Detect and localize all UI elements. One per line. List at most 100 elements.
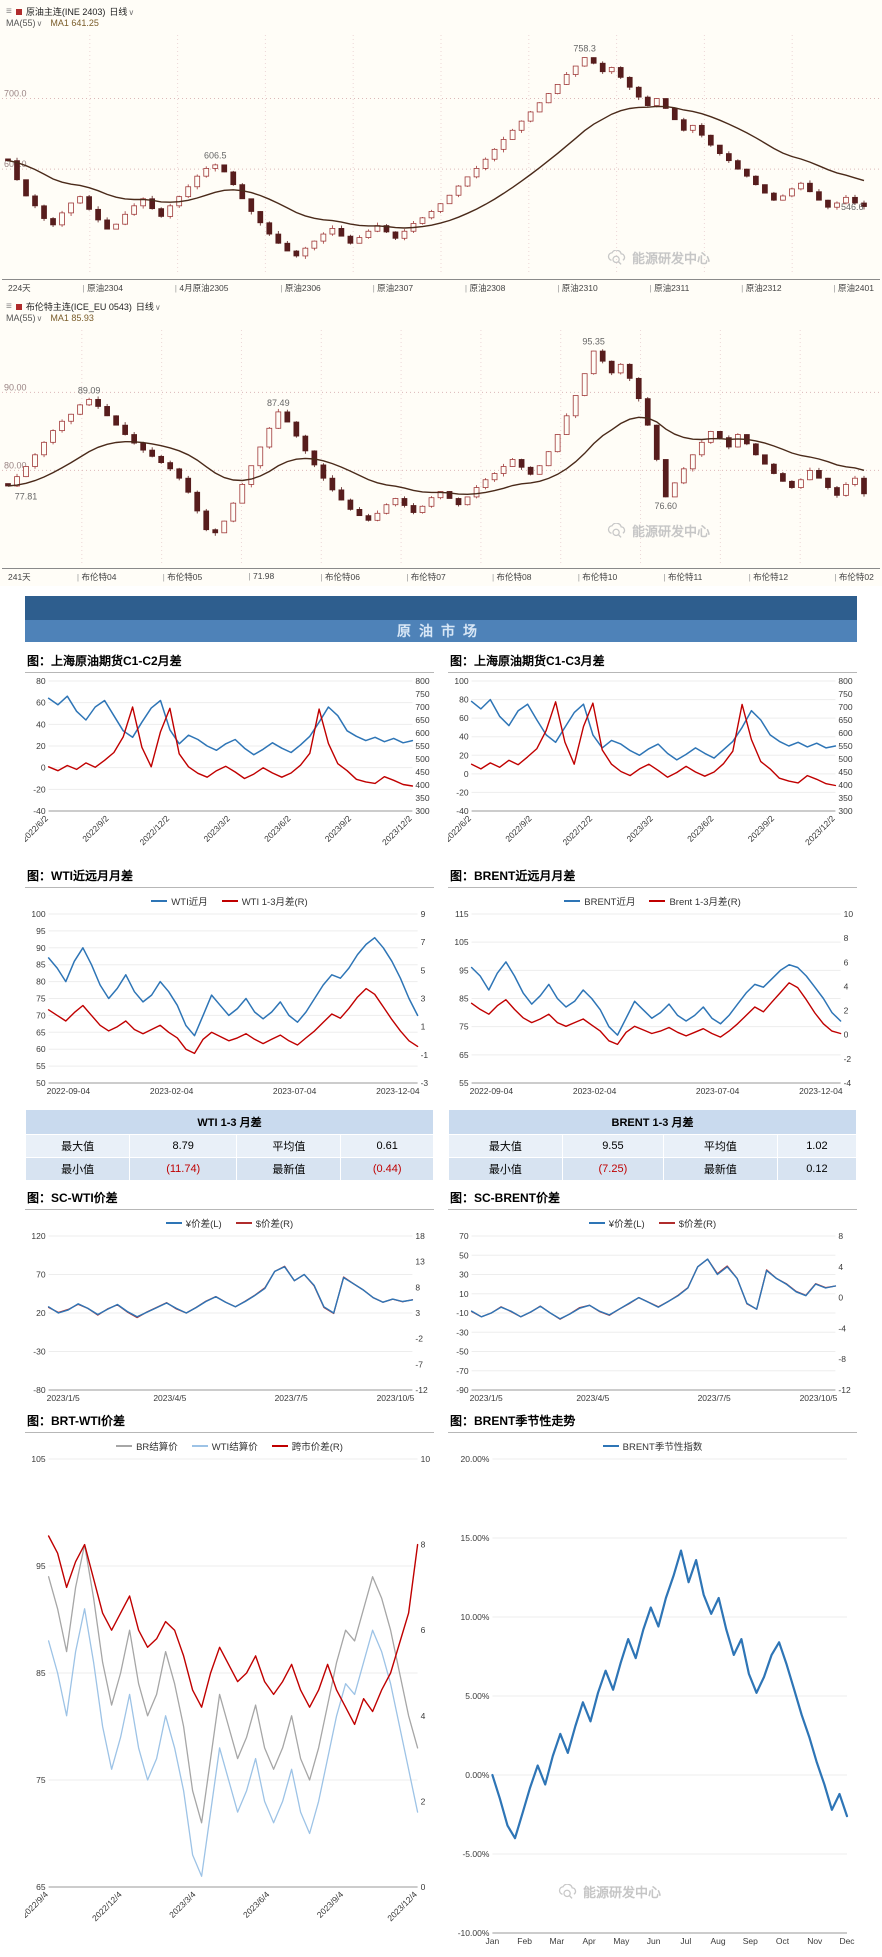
row-near-far-spread: 图：WTI近远月月差 WTI近月 WTI 1-3月差(R) 100 95 90 85 80 7… [25, 861, 857, 1099]
menu-icon[interactable]: ≡ [6, 6, 12, 17]
ma-dropdown[interactable]: MA(55)∨ [6, 18, 42, 28]
svg-text:2023/12/4: 2023/12/4 [385, 1889, 419, 1923]
legend-item: BRENT近月 [564, 894, 635, 908]
period-dropdown[interactable]: 日线∨ [136, 300, 161, 313]
svg-text:2023/6/4: 2023/6/4 [241, 1889, 272, 1920]
legend-item: Brent 1-3月差(R) [649, 894, 741, 908]
svg-text:2023/12/2: 2023/12/2 [803, 813, 837, 847]
svg-text:-80: -80 [33, 1385, 46, 1395]
price-annotation: 77.81 [15, 491, 38, 501]
chart-legend: BR结算价 WTI结算价 跨市价差(R) [25, 1436, 434, 1454]
legend-swatch [221, 900, 238, 902]
svg-text:40: 40 [36, 719, 46, 729]
chart-legend: WTI近月 WTI 1-3月差(R) [25, 891, 434, 909]
svg-text:-8: -8 [838, 1354, 846, 1364]
svg-text:0: 0 [421, 1882, 426, 1892]
candlestick-canvas-brent: 90.00 80.00 95.35 89.09 87.49 77.81 76.60 能源研发中… [2, 324, 880, 568]
price-annotation: 546.6 [841, 202, 864, 212]
period-dropdown[interactable]: 日线∨ [109, 5, 134, 18]
chart-legend: BRENT季节性指数 [448, 1436, 857, 1454]
svg-text:2023/10/5: 2023/10/5 [377, 1393, 415, 1403]
chart-cell-sc-brent: 图：SC-BRENT价差 ¥价差(L) $价差(R) 70 50 30 10 -10 -30 -… [448, 1183, 857, 1406]
ma-label: MA(55) [6, 313, 36, 323]
svg-text:2022/9/2: 2022/9/2 [80, 813, 111, 844]
svg-text:450: 450 [838, 767, 852, 777]
table-cell: 8.79 [129, 1134, 238, 1158]
chart-title: 图：SC-WTI价差 [25, 1183, 434, 1210]
svg-text:650: 650 [838, 715, 852, 725]
svg-text:2023/1/5: 2023/1/5 [47, 1393, 80, 1403]
table-cell: 最新值 [236, 1157, 342, 1181]
chevron-down-icon: ∨ [128, 8, 135, 17]
futures-terminal: ≡ 原油主连(INE 2403) 日线∨ MA(55)∨ MA1 641.25 … [0, 0, 882, 586]
svg-text:2022-09-04: 2022-09-04 [47, 1086, 91, 1096]
series-line [470, 701, 837, 787]
svg-text:2022/9/2: 2022/9/2 [503, 813, 534, 844]
svg-text:Jul: Jul [680, 1936, 691, 1946]
svg-text:2022/6/2: 2022/6/2 [448, 813, 473, 844]
ma-dropdown[interactable]: MA(55)∨ [6, 313, 42, 323]
legend-item: BR结算价 [116, 1439, 178, 1453]
menu-icon[interactable]: ≡ [6, 301, 12, 312]
chart-title: 图：BRT-WTI价差 [25, 1406, 434, 1433]
svg-text:90: 90 [36, 943, 46, 953]
svg-text:800: 800 [838, 676, 852, 686]
x-axis-contract-labels: 224天 原油2304 4月原油2305 原油2306 原油2307 原油2308 原油23… [2, 279, 880, 297]
svg-text:Oct: Oct [776, 1936, 790, 1946]
contract-axis-label: 布伦特08 [492, 571, 532, 583]
svg-text:Mar: Mar [550, 1936, 565, 1946]
table-title: BRENT 1-3 月差 [448, 1109, 857, 1135]
contract-axis-label: 布伦特11 [663, 571, 702, 583]
svg-text:-20: -20 [33, 784, 46, 794]
legend-swatch [151, 900, 168, 902]
legend-swatch [658, 1222, 675, 1224]
table-wti-1-3-spread: WTI 1-3 月差 最大值 8.79 平均值 0.61 最小值 (11.74) 最新值 (0.… [24, 1109, 434, 1181]
chart-cell-c1c2: 图：上海原油期货C1-C2月差 80 60 40 20 0 -20 -40 800 750 700… [25, 646, 434, 861]
series-line [47, 1535, 419, 1726]
ma-line [7, 105, 865, 229]
svg-text:70: 70 [36, 1010, 46, 1020]
svg-text:-12: -12 [838, 1385, 851, 1395]
svg-text:-20: -20 [456, 787, 469, 797]
contract-axis-label: 原油2304 [82, 282, 123, 294]
svg-text:0: 0 [41, 763, 46, 773]
table-cell: 平均值 [236, 1134, 342, 1158]
table-cell: 最大值 [24, 1134, 131, 1158]
ma-label: MA(55) [6, 18, 36, 28]
contract-axis-label: 布伦特12 [749, 571, 788, 583]
price-annotation: 758.3 [573, 43, 596, 53]
legend-item: ¥价差(L) [588, 1216, 645, 1230]
svg-text:2023-12-04: 2023-12-04 [799, 1086, 843, 1096]
chart-title: 图：上海原油期货C1-C3月差 [448, 646, 857, 673]
svg-text:400: 400 [415, 780, 429, 790]
chart-cell-wti-spread: 图：WTI近远月月差 WTI近月 WTI 1-3月差(R) 100 95 90 85 80 7… [25, 861, 434, 1099]
chart-cell-sc-wti: 图：SC-WTI价差 ¥价差(L) $价差(R) 120 70 20 -30 -80 18 13… [25, 1183, 434, 1406]
svg-text:95: 95 [36, 1561, 46, 1571]
section-band-bar [25, 596, 857, 620]
legend-swatch [191, 1445, 208, 1447]
candlestick-svg: 90.00 80.00 95.35 89.09 87.49 77.81 76.60 [2, 330, 880, 564]
svg-text:10: 10 [421, 1454, 431, 1464]
legend-swatch [165, 1222, 182, 1224]
svg-text:350: 350 [838, 793, 852, 803]
svg-text:-2: -2 [415, 1334, 423, 1344]
chart-cell-brent-spread: 图：BRENT近远月月差 BRENT近月 Brent 1-3月差(R) 115 105… [448, 861, 857, 1099]
svg-text:550: 550 [415, 741, 429, 751]
svg-text:95: 95 [36, 926, 46, 936]
svg-text:2022/9/4: 2022/9/4 [25, 1889, 50, 1920]
svg-text:10: 10 [459, 1289, 469, 1299]
legend-item: $价差(R) [235, 1216, 293, 1230]
svg-text:-30: -30 [456, 1327, 469, 1337]
chart-title: 图：BRENT近远月月差 [448, 861, 857, 888]
svg-text:3: 3 [415, 1308, 420, 1318]
series-line [470, 698, 837, 761]
chart-canvas: 100 80 60 40 20 0 -20 -40 800 750 700 650 600 550 500 4… [448, 676, 853, 847]
svg-text:4: 4 [838, 1262, 843, 1272]
chart-title: 图：SC-BRENT价差 [448, 1183, 857, 1210]
svg-text:-1: -1 [421, 1050, 429, 1060]
svg-text:500: 500 [838, 754, 852, 764]
svg-text:10.00%: 10.00% [461, 1612, 490, 1622]
legend-swatch [602, 1445, 619, 1447]
svg-text:80: 80 [36, 676, 46, 686]
table-cell: 最大值 [448, 1134, 563, 1158]
